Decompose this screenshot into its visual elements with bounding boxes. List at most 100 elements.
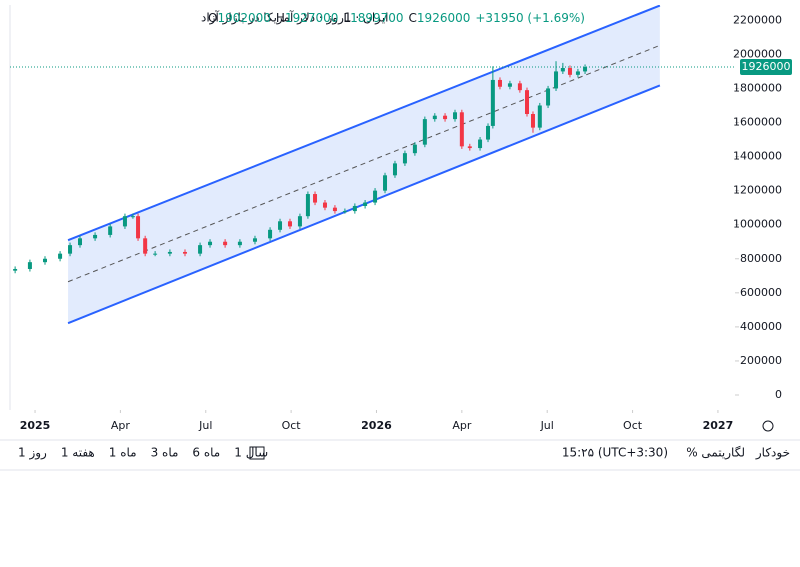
y-tick-label: 800000 xyxy=(740,252,782,265)
range-button[interactable]: 3 ماه xyxy=(151,446,179,460)
candle-body xyxy=(497,79,502,87)
auto-button[interactable]: خودکار xyxy=(755,446,790,461)
y-tick-label: 1800000 xyxy=(733,81,782,94)
last-price-box xyxy=(740,58,792,75)
candle-body xyxy=(153,253,158,255)
x-tick-label: Oct xyxy=(282,419,302,432)
candle-body xyxy=(27,262,32,269)
candle-body xyxy=(322,202,327,208)
candle-body xyxy=(130,216,135,218)
candle-body xyxy=(392,163,397,176)
channel-fill xyxy=(68,5,660,324)
candle-body xyxy=(108,226,113,235)
candle-body xyxy=(352,205,357,212)
candle-body xyxy=(490,79,495,126)
y-tick-label: 200000 xyxy=(740,354,782,367)
candle-body xyxy=(136,216,141,239)
last-price-label: 1926000 xyxy=(742,60,791,73)
x-tick-label: Apr xyxy=(111,419,131,432)
range-button[interactable]: 1 روز xyxy=(18,446,47,461)
candle-body xyxy=(383,175,388,191)
chart-title: ایران · 1روز · دلار آمریکا در بازار آزاد xyxy=(201,10,388,26)
x-tick-label: 2027 xyxy=(703,419,734,432)
channel-upper xyxy=(67,5,661,242)
candle-body xyxy=(297,216,302,227)
candle-body xyxy=(537,105,542,128)
candle-body xyxy=(278,221,283,230)
candle-body xyxy=(42,258,47,263)
ohlc-low: 1899700 xyxy=(350,11,403,25)
candle-body xyxy=(373,190,378,203)
candle-body xyxy=(422,119,427,145)
timezone[interactable]: 15:۲۵ (UTC+3:30) xyxy=(562,446,668,460)
candle-body xyxy=(208,241,213,246)
y-tick-label: 2200000 xyxy=(733,13,782,26)
candle-body xyxy=(525,90,530,114)
candle-body xyxy=(583,66,588,72)
x-tick-label: Apr xyxy=(452,419,472,432)
candle-body xyxy=(486,125,491,140)
candle-body xyxy=(567,68,572,75)
candle-body xyxy=(363,202,368,206)
y-tick-label: 1400000 xyxy=(733,150,782,163)
ohlc-o_label: O xyxy=(208,11,217,25)
candle-body xyxy=(13,268,18,271)
ohlc-open: 1902000 xyxy=(217,11,270,25)
candle-body xyxy=(530,113,535,128)
x-tick-label: Oct xyxy=(623,419,643,432)
date-range-button[interactable] xyxy=(249,446,265,460)
x-tick-label: Jul xyxy=(198,419,212,432)
ohlc-change: +31950 (+1.69%) xyxy=(475,11,585,25)
y-tick-label: 2000000 xyxy=(733,47,782,60)
candle-body xyxy=(342,211,347,213)
x-tick-label: 2025 xyxy=(20,419,51,432)
ohlc-l_label: L xyxy=(343,11,350,25)
candle-body xyxy=(517,83,522,91)
ohlc-h_label: H xyxy=(276,11,285,25)
y-tick-label: 1600000 xyxy=(733,116,782,129)
candle-body xyxy=(122,216,127,227)
candle-body xyxy=(143,238,148,254)
candle-body xyxy=(58,253,63,259)
candle-body xyxy=(268,229,273,239)
range-button[interactable]: 1 هفته xyxy=(61,446,95,460)
candle-body xyxy=(575,71,580,75)
y-tick-label: 1200000 xyxy=(733,184,782,197)
ohlc-high: 1927000 xyxy=(285,11,338,25)
y-tick-label: 600000 xyxy=(740,286,782,299)
candle-body xyxy=(412,144,417,154)
candle-body xyxy=(198,245,203,254)
candle-body xyxy=(453,112,458,120)
channel-middle xyxy=(67,44,661,283)
candle-body xyxy=(182,251,187,254)
y-tick-label: 400000 xyxy=(740,320,782,333)
x-tick-label: Jul xyxy=(540,419,554,432)
range-button[interactable]: 1 ماه xyxy=(109,446,137,460)
log-button[interactable]: لگاریتمی xyxy=(701,446,745,461)
candle-body xyxy=(507,83,512,87)
candle-body xyxy=(432,115,437,120)
candle-body xyxy=(478,139,483,149)
candle-body xyxy=(305,194,310,217)
candle-body xyxy=(93,234,98,239)
percent-button[interactable]: % xyxy=(686,446,697,460)
settings-button[interactable] xyxy=(762,420,774,432)
header: ایران · 1روز · دلار آمریکا در بازار آزاد… xyxy=(201,10,585,26)
candle-body xyxy=(237,241,242,246)
candle-body xyxy=(554,71,559,89)
range-button[interactable]: 6 ماه xyxy=(192,446,220,460)
candle-body xyxy=(402,153,407,164)
plot-area xyxy=(13,5,661,325)
candle-body xyxy=(287,221,292,227)
candle-body xyxy=(443,115,448,120)
candle-body xyxy=(68,245,73,254)
y-tick-label: 0 xyxy=(775,388,782,401)
range-button[interactable]: 1 سال xyxy=(234,446,268,460)
y-tick-label: 1000000 xyxy=(733,218,782,231)
candle-body xyxy=(560,68,565,72)
ohlc-close: 1926000 xyxy=(417,11,470,25)
candle-body xyxy=(459,112,464,147)
candle-body xyxy=(313,194,318,203)
x-tick-label: 2026 xyxy=(361,419,392,432)
